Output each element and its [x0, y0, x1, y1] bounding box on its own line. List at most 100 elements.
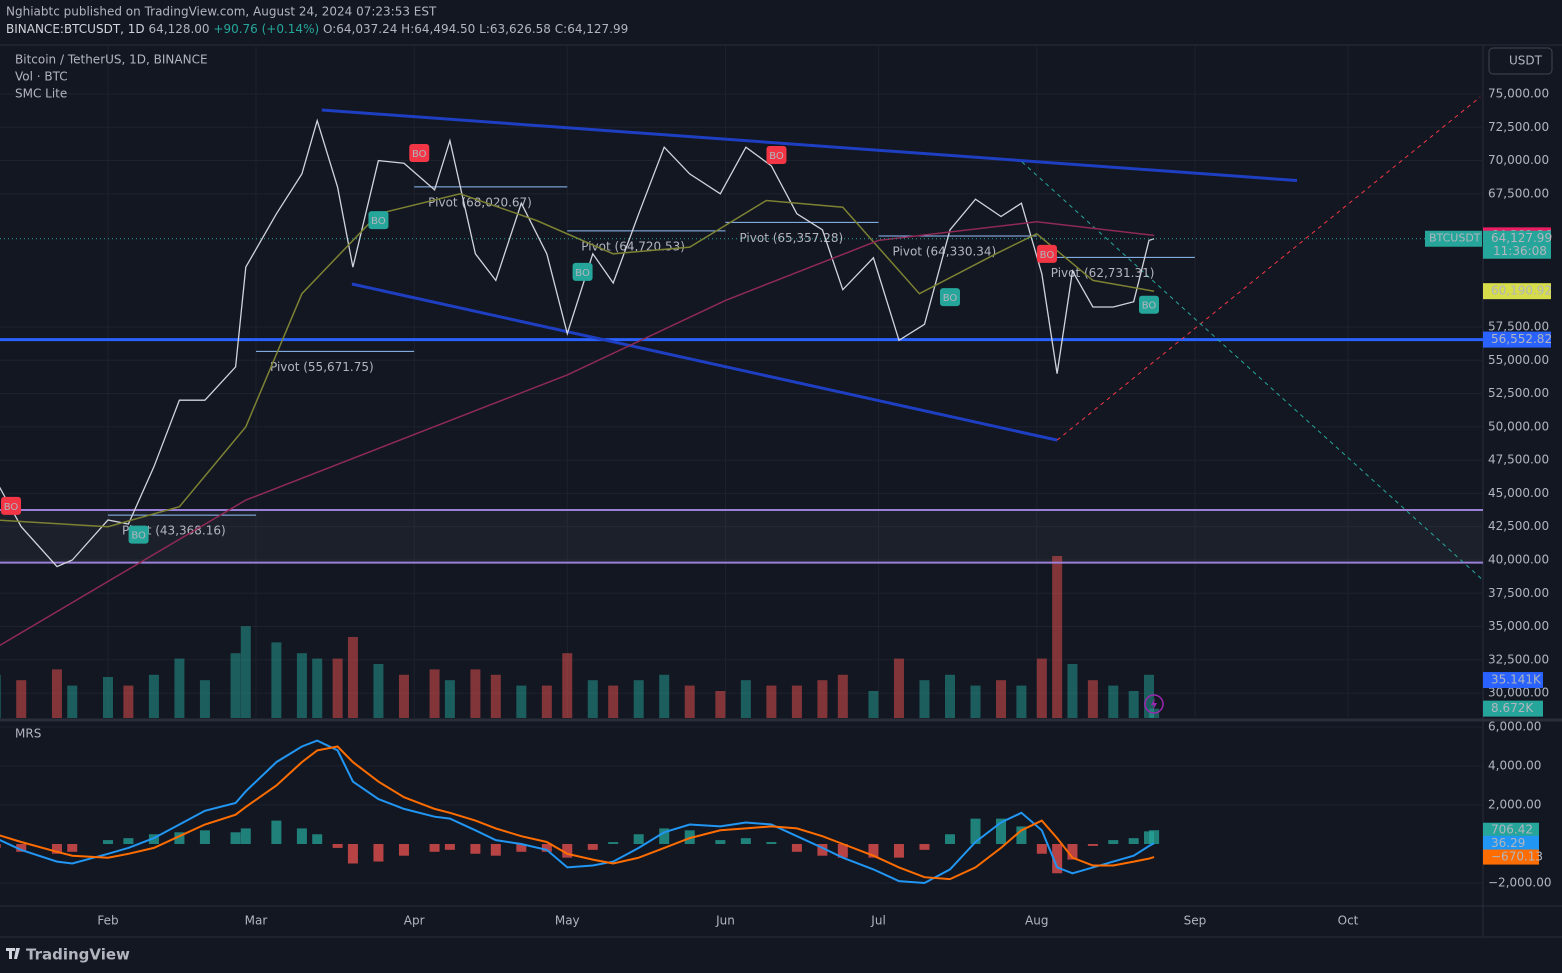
mrs-tag [1483, 835, 1539, 851]
price-tag-label: 64,127.99 [1491, 231, 1552, 245]
histogram-bar [766, 842, 777, 844]
mrs-pane [0, 726, 1483, 885]
volume-bar [740, 680, 751, 718]
histogram-bar [562, 844, 573, 858]
volume-tag-label: 8.672K [1491, 701, 1534, 715]
volume-tag-label: 35.141K [1491, 673, 1542, 687]
y-tick-label: 2,000.00 [1488, 797, 1541, 811]
trend-line [321, 108, 1298, 183]
volume-bar [102, 676, 113, 718]
change: +90.76 (+0.14%) [213, 22, 319, 36]
y-tick-label: 57,500.00 [1488, 319, 1549, 333]
histogram-bar [791, 844, 802, 852]
volume-bar [633, 680, 644, 718]
mrs-tag-label: −670.13 [1491, 850, 1543, 864]
histogram-bar [868, 844, 879, 858]
volume-bar [1036, 658, 1047, 718]
volume-tag [1483, 672, 1543, 689]
currency-button[interactable] [1488, 47, 1553, 75]
volume-bar [608, 685, 619, 718]
bo-label: BO [371, 216, 386, 227]
volume-bar [868, 690, 879, 718]
brand: TradingView [26, 946, 130, 964]
price-tag [1483, 331, 1551, 348]
x-tick-label: Sep [1184, 914, 1207, 928]
bo-label: BO [769, 151, 784, 162]
x-tick-label: Jun [715, 914, 735, 928]
volume-bar [684, 685, 695, 718]
volume-bar [312, 658, 323, 718]
signal-line [0, 745, 1155, 881]
histogram-bar [230, 832, 241, 844]
y-tick-label: 70,000.00 [1488, 153, 1549, 167]
volume-bar [587, 680, 598, 718]
histogram-bar [51, 844, 62, 854]
volume-bar [1052, 555, 1063, 718]
y-tick-label: 30,000.00 [1488, 686, 1549, 700]
histogram-bar [633, 834, 644, 844]
histogram-bar [837, 844, 848, 858]
y-tick-label: 47,500.00 [1488, 453, 1549, 467]
symbol-line: BINANCE:BTCUSDT, 1D 64,128.00 +90.76 (+0… [6, 22, 628, 36]
volume-bar [919, 680, 930, 718]
y-tick-label: 37,500.00 [1488, 586, 1549, 600]
symbol-tag-label: BTCUSDT [1429, 232, 1481, 245]
volume-bar [296, 653, 307, 718]
histogram-bar [1052, 844, 1063, 874]
y-tick-label: 35,000.00 [1488, 619, 1549, 633]
volume-bar [516, 685, 527, 718]
zone [0, 510, 1483, 563]
histogram-bar [123, 838, 134, 844]
histogram-bar [1067, 844, 1078, 860]
histogram-bar [102, 840, 113, 844]
histogram-bar [373, 844, 384, 862]
x-tick-label: Apr [404, 914, 425, 928]
trend-line [1056, 96, 1481, 441]
bo-label: BO [1040, 250, 1055, 261]
histogram-bar [271, 820, 282, 844]
histogram-bar [240, 828, 251, 844]
volume-bar [199, 680, 210, 718]
volume-bar [123, 685, 134, 718]
bo-label: BO [4, 502, 19, 513]
volume-bar [715, 690, 726, 718]
pivot-label: Pivot (68,020.67) [428, 195, 532, 209]
histogram-bar [444, 844, 455, 850]
y-tick-label: 45,000.00 [1488, 486, 1549, 500]
histogram-bar [67, 844, 78, 852]
currency[interactable]: USDT [1509, 54, 1543, 68]
histogram-bar [817, 844, 828, 856]
bo-badge [1139, 295, 1160, 314]
alert-icon[interactable] [1144, 694, 1164, 714]
histogram-bar [1087, 844, 1098, 846]
volume-bar [230, 653, 241, 718]
histogram-bar [174, 832, 185, 844]
ohlc-high: H:64,494.50 [401, 22, 475, 36]
y-tick-label: 72,500.00 [1488, 120, 1549, 134]
bo-label: BO [1142, 301, 1157, 312]
pivot-label: Pivot (62,731.31) [1051, 266, 1155, 280]
x-tick-label: Mar [245, 914, 268, 928]
x-tick-label: Feb [97, 914, 118, 928]
volume-bar [541, 685, 552, 718]
y-tick-label: 32,500.00 [1488, 652, 1549, 666]
volume-bar [429, 669, 440, 718]
price-tag-label: 56,552.82 [1491, 332, 1552, 346]
x-tick-label: May [555, 914, 580, 928]
volume-bar [791, 685, 802, 718]
histogram-bar [516, 844, 527, 852]
histogram-bar [541, 844, 552, 852]
volume-bar [0, 674, 1, 718]
histogram-bar [608, 842, 619, 844]
bo-label: BO [412, 149, 427, 160]
volume-bar [766, 685, 777, 718]
y-tick-label: 42,500.00 [1488, 519, 1549, 533]
volume-bar [1128, 690, 1139, 718]
axes: 75,000.00 72,500.00 70,000.00 67,500.00 57,5… [97, 86, 1552, 927]
logo-mark [6, 948, 20, 959]
volume-bar [373, 663, 384, 718]
pivot-label: Pivot (55,671.75) [270, 360, 374, 374]
histogram-bar [347, 844, 358, 864]
x-tick-label: Aug [1025, 914, 1048, 928]
volume-bar [347, 636, 358, 718]
